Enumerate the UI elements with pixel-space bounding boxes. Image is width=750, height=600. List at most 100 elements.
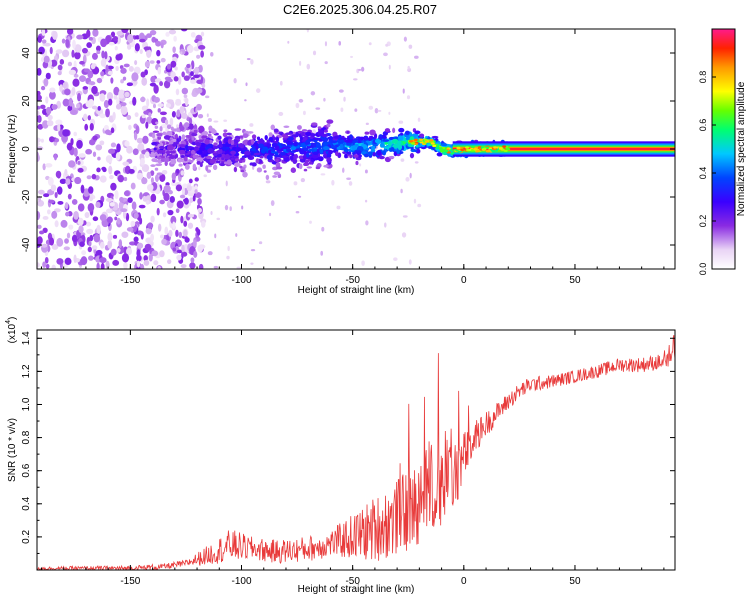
heatmap-cell [159,234,165,239]
colorbar-tick-label: 0.6 [698,119,708,132]
heatmap-cell [283,139,288,143]
heatmap-cell [187,222,194,229]
heatmap-cell [193,129,198,134]
heatmap-cell [303,168,308,172]
heatmap-cell [190,31,196,38]
heatmap-cell [296,159,301,162]
heatmap-cell [87,115,91,121]
heatmap-cell [324,61,328,65]
heatmap-cell [150,170,155,176]
heatmap-cell [131,72,139,82]
heatmap-cell [56,186,63,195]
heatmap-cell [368,135,374,139]
bottom-x-tick-label: -150 [120,576,140,587]
heatmap-cell [77,203,85,212]
heatmap-cell [411,142,416,145]
heatmap-cell [108,148,116,154]
heatmap-cell [279,80,283,86]
y-scale-suffix: ) [7,317,18,320]
heatmap-cell [236,266,242,269]
heatmap-cell [150,151,156,157]
heatmap-cell [368,105,374,110]
heatmap-cell [116,30,124,36]
heatmap-cell [197,139,204,143]
heatmap-cell [301,136,308,141]
bottom-y-tick-label: 0.8 [21,430,32,444]
top-x-axis-label: Height of straight line (km) [298,285,415,296]
heatmap-cell [361,260,365,266]
heatmap-cell [240,169,245,173]
heatmap-cell [41,29,46,36]
heatmap-cell [175,208,180,214]
heatmap-cell [326,153,332,159]
heatmap-cell [156,156,162,160]
heatmap-cell [184,122,190,128]
heatmap-cell [132,96,137,106]
heatmap-cell [55,170,62,179]
top-y-tick-label: -40 [21,237,32,252]
heatmap-cell [442,148,447,152]
heatmap-cell [45,106,52,115]
heatmap-cell [104,129,111,135]
heatmap-cell [385,43,389,47]
heatmap-cell [360,66,365,72]
heatmap-cell [339,143,344,149]
heatmap-cell [205,95,210,99]
heatmap-cell [251,134,257,139]
heatmap-cell [336,205,341,210]
heatmap-cell [183,94,188,99]
heatmap-cell [109,202,115,207]
heatmap-cell [256,167,263,173]
heatmap-cell [184,163,190,170]
heatmap-cell [384,222,387,228]
heatmap-cell [378,155,385,160]
colorbar: 0.0 0.2 0.4 0.6 0.8 Normalized spectral ampl… [698,28,747,275]
heatmap-cell [183,75,190,81]
heatmap-cell [304,159,310,163]
heatmap-cell [353,154,359,158]
heatmap-cell [168,229,173,237]
heatmap-cell [275,158,279,163]
heatmap-cell [169,150,176,154]
heatmap-cell [191,135,195,141]
heatmap-cell [167,259,172,265]
heatmap-cell [357,154,362,158]
heatmap-cell [122,76,127,81]
heatmap-cell [382,139,390,142]
heatmap-cell [169,117,174,127]
heatmap-cell [106,65,114,70]
heatmap-cell [209,158,216,164]
heatmap-cell [297,130,302,134]
heatmap-cell [263,170,267,173]
heatmap-cell [322,141,329,147]
heatmap-cell [160,57,166,63]
heatmap-cell [146,171,152,179]
heatmap-cell [192,163,197,170]
heatmap-cell [202,131,209,136]
heatmap-cell [100,71,105,77]
heatmap-cell [37,115,42,123]
heatmap-cell [152,103,157,109]
heatmap-cell [135,125,140,135]
heatmap-cell [49,237,55,246]
heatmap-cell [180,215,184,224]
heatmap-cell [77,93,82,102]
heatmap-cell [83,68,90,73]
heatmap-cell [358,68,362,71]
heatmap-cell [241,205,244,210]
heatmap-cell [184,97,189,103]
heatmap-cell [184,237,190,243]
heatmap-cell [45,72,51,80]
heatmap-cell [91,245,98,250]
heatmap-cell [364,199,368,203]
heatmap-cell [193,74,200,79]
heatmap-cell [143,110,150,115]
heatmap-cell [283,156,290,163]
heatmap-cell [502,145,507,148]
heatmap-cell [162,131,167,136]
heatmap-cell [92,216,99,222]
heatmap-cell [121,29,129,34]
heatmap-cell [327,136,334,140]
heatmap-cell [306,29,310,33]
heatmap-cell [42,215,49,220]
